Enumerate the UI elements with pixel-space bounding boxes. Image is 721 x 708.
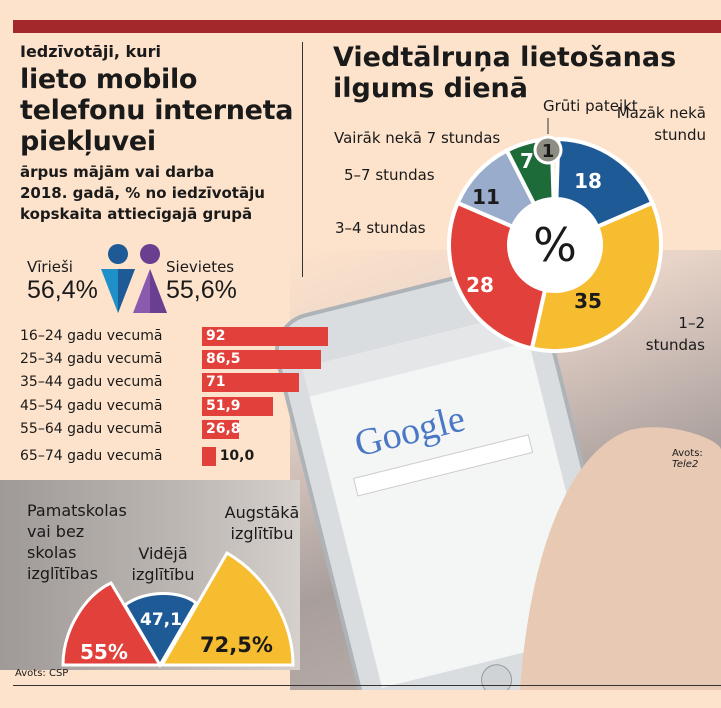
slice-label: Grūti pateikt — [543, 97, 638, 115]
age-bar-value: 26,8 — [206, 421, 241, 437]
age-label: 35–44 gadu vecumā — [20, 374, 163, 390]
source-tele2: Avots: Tele2 — [672, 448, 703, 470]
age-bar-value: 51,9 — [206, 398, 241, 414]
age-label: 65–74 gadu vecumā — [20, 448, 163, 464]
center-percent-label: % — [533, 218, 577, 272]
education-value: 55% — [80, 640, 128, 664]
age-bar: 86,5 — [202, 349, 321, 369]
subhead-line: 2018. gadā, % no iedzīvotāju — [20, 184, 265, 202]
headline-line: piekļuvei — [20, 126, 156, 157]
slice-label: Vairāk nekā 7 stundas — [334, 129, 500, 147]
education-shape-secondary — [123, 592, 198, 668]
age-bar: 92 — [202, 326, 329, 346]
divider — [302, 42, 303, 277]
slice-value: 28 — [466, 273, 494, 297]
age-bar-row: 65–74 gadu vecumā 10,0 — [20, 446, 254, 466]
women-label: Sievietes — [166, 258, 235, 276]
age-bar-row: 25–34 gadu vecumā 86,5 — [20, 349, 321, 369]
bottom-rule — [13, 685, 721, 686]
slice-value: 35 — [574, 289, 602, 313]
subhead-line: ārpus mājām vai darba — [20, 163, 215, 181]
age-label: 16–24 gadu vecumā — [20, 328, 163, 344]
source-csp: Avots: CSP — [15, 668, 69, 679]
title-line: ilgums dienā — [333, 73, 528, 104]
age-bar-row: 35–44 gadu vecumā 71 — [20, 372, 300, 392]
age-bar-row: 55–64 gadu vecumā 26,8 — [20, 419, 241, 439]
title-line: Viedtālruņa lietošanas — [333, 42, 677, 73]
age-bar: 26,8 — [202, 419, 241, 439]
age-bar-value: 71 — [206, 374, 226, 390]
donut-slice — [529, 200, 663, 353]
headline-line: telefonu interneta — [20, 95, 294, 126]
chart-title: Viedtālruņa lietošanas ilgums dienā — [333, 42, 676, 104]
women-value: 55,6% — [166, 276, 237, 304]
slice-label: stundu — [654, 126, 706, 144]
age-bar — [202, 446, 216, 466]
subhead: ārpus mājām vai darba 2018. gadā, % no i… — [20, 162, 265, 225]
age-label: 55–64 gadu vecumā — [20, 421, 163, 437]
education-label-secondary: Vidējā izglītību — [131, 544, 195, 584]
donut-center — [511, 201, 599, 289]
age-bar-value: 86,5 — [206, 351, 241, 367]
education-label-higher: Augstākā izglītību — [224, 503, 300, 543]
age-bar-value: 92 — [206, 328, 226, 344]
donut-slice-small — [533, 135, 563, 165]
age-label: 25–34 gadu vecumā — [20, 351, 163, 367]
slice-label: stundas — [646, 336, 705, 354]
education-value: 72,5% — [200, 633, 273, 657]
headline-line: lieto mobilo — [20, 64, 198, 95]
slice-value: 7 — [520, 149, 534, 173]
slice-value: 1 — [542, 141, 555, 162]
men-value: 56,4% — [27, 276, 98, 304]
men-label: Vīrieši — [27, 258, 73, 276]
slice-value: 11 — [472, 185, 500, 209]
donut-slice — [447, 200, 548, 351]
education-shape-higher — [159, 550, 295, 667]
header-bar — [13, 20, 721, 33]
slice-label: Mazāk nekā — [617, 104, 706, 122]
subhead-line: kopskaita attiecīgajā grupā — [20, 205, 253, 223]
gender-icons — [101, 244, 167, 313]
slice-value: 18 — [574, 169, 602, 193]
woman-icon — [140, 244, 160, 264]
age-bar: 71 — [202, 372, 300, 392]
slice-label: 5–7 stundas — [344, 166, 435, 184]
kicker: Iedzīvotāji, kuri — [20, 42, 161, 61]
age-bar-row: 16–24 gadu vecumā 92 — [20, 326, 329, 346]
education-value: 47,1 — [140, 610, 182, 630]
age-bar: 51,9 — [202, 396, 274, 416]
education-shape-basic — [61, 581, 163, 667]
slice-label: 1–2 — [678, 314, 705, 332]
age-bar-row: 45–54 gadu vecumā 51,9 — [20, 396, 274, 416]
smartphone-photo: Google — [274, 265, 721, 690]
slice-label: 3–4 stundas — [335, 219, 426, 237]
headline: lieto mobilo telefonu interneta piekļuve… — [20, 64, 294, 157]
age-bar-value: 10,0 — [219, 448, 255, 464]
education-label-basic: Pamatskolas vai bez skolas izglītības — [27, 501, 127, 583]
man-icon — [108, 244, 128, 264]
age-label: 45–54 gadu vecumā — [20, 398, 163, 414]
